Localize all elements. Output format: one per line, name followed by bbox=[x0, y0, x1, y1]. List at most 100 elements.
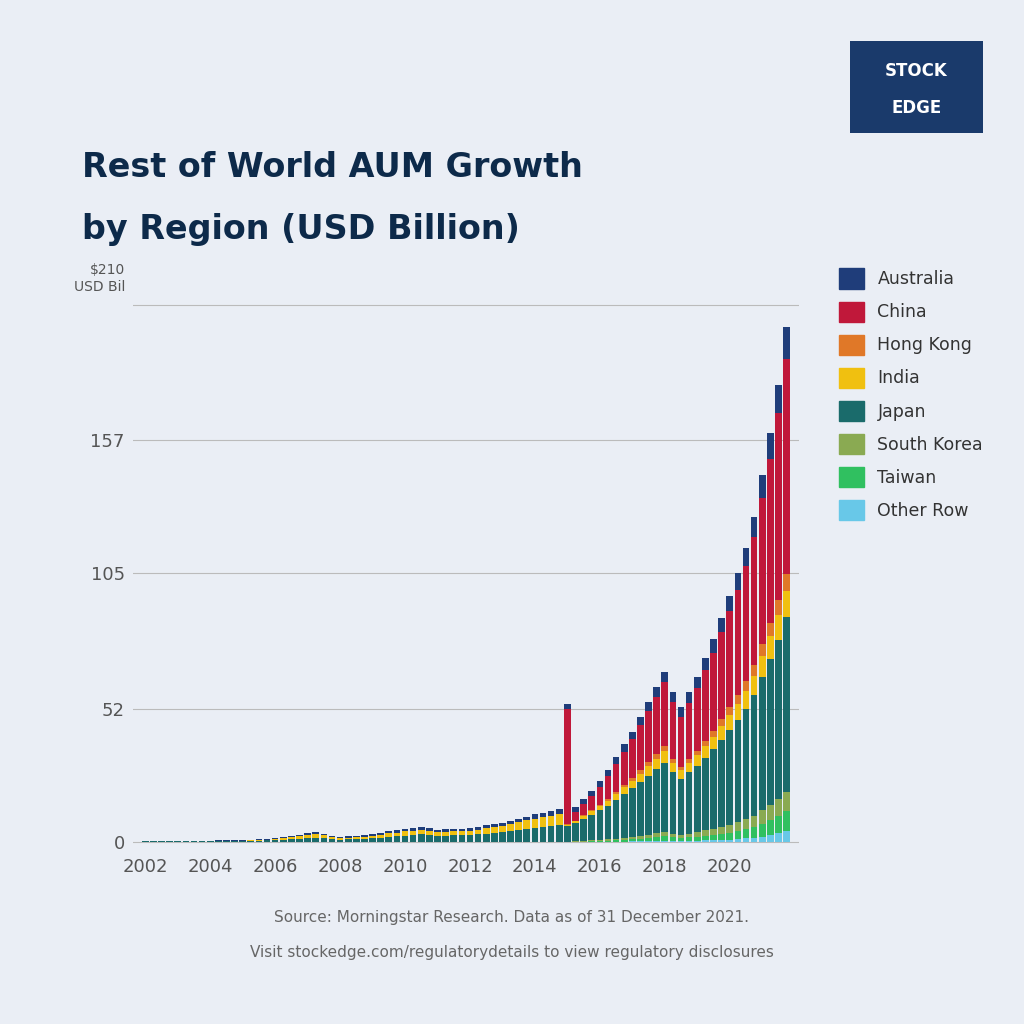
Bar bbox=[629, 788, 636, 837]
Bar bbox=[321, 834, 328, 836]
Bar bbox=[751, 517, 758, 538]
Bar bbox=[711, 750, 717, 828]
Bar bbox=[726, 596, 733, 611]
Bar bbox=[759, 499, 766, 644]
Bar bbox=[540, 813, 547, 817]
Bar bbox=[296, 839, 303, 842]
Bar bbox=[296, 836, 303, 839]
Bar bbox=[678, 770, 684, 778]
Bar bbox=[783, 792, 790, 811]
Bar bbox=[645, 835, 652, 838]
Bar bbox=[345, 837, 351, 838]
Bar bbox=[775, 816, 781, 834]
Bar bbox=[751, 666, 758, 676]
Bar bbox=[581, 816, 587, 819]
Bar bbox=[662, 763, 668, 831]
Bar bbox=[459, 828, 465, 831]
Bar bbox=[304, 838, 311, 842]
Bar bbox=[662, 672, 668, 682]
Bar bbox=[321, 839, 328, 842]
Bar bbox=[304, 834, 311, 835]
Bar bbox=[385, 837, 392, 842]
Bar bbox=[531, 818, 539, 828]
Bar bbox=[507, 824, 514, 831]
Bar bbox=[711, 828, 717, 835]
Bar bbox=[653, 759, 660, 769]
Bar bbox=[718, 840, 725, 842]
Bar bbox=[597, 781, 603, 786]
Bar bbox=[442, 831, 449, 836]
Bar bbox=[726, 825, 733, 833]
Bar bbox=[694, 677, 700, 688]
Bar bbox=[353, 836, 359, 838]
Bar bbox=[370, 834, 376, 836]
Bar bbox=[742, 548, 750, 566]
Bar bbox=[337, 838, 343, 840]
Bar bbox=[401, 831, 409, 836]
Bar bbox=[604, 770, 611, 776]
Bar bbox=[767, 836, 774, 842]
Bar bbox=[612, 840, 620, 842]
Bar bbox=[451, 829, 457, 831]
Bar bbox=[686, 759, 692, 763]
Bar bbox=[767, 623, 774, 636]
Bar bbox=[783, 591, 790, 617]
Bar bbox=[597, 840, 603, 841]
Bar bbox=[199, 841, 206, 842]
Bar bbox=[531, 828, 539, 842]
Bar bbox=[442, 836, 449, 842]
Bar bbox=[231, 841, 238, 842]
Bar bbox=[612, 758, 620, 764]
Bar bbox=[426, 836, 433, 842]
Bar bbox=[751, 815, 758, 827]
Bar bbox=[678, 838, 684, 841]
Bar bbox=[604, 840, 611, 841]
Bar bbox=[662, 837, 668, 841]
Bar bbox=[783, 359, 790, 574]
Bar bbox=[207, 841, 214, 842]
Bar bbox=[280, 837, 287, 838]
Bar bbox=[662, 746, 668, 752]
Bar bbox=[734, 720, 741, 822]
Bar bbox=[393, 833, 400, 837]
Bar bbox=[483, 825, 489, 828]
Bar bbox=[751, 827, 758, 838]
Bar bbox=[726, 833, 733, 840]
Bar bbox=[653, 696, 660, 755]
Bar bbox=[475, 826, 481, 829]
Bar bbox=[361, 837, 368, 839]
Bar bbox=[711, 835, 717, 840]
Bar bbox=[759, 811, 766, 823]
Bar bbox=[490, 827, 498, 833]
Bar bbox=[759, 837, 766, 842]
Text: $210
USD Bil: $210 USD Bil bbox=[74, 263, 125, 295]
Bar bbox=[775, 600, 781, 615]
Bar bbox=[604, 799, 611, 801]
Bar bbox=[564, 705, 570, 709]
Bar bbox=[637, 839, 644, 842]
Bar bbox=[718, 617, 725, 632]
Bar bbox=[475, 829, 481, 835]
Bar bbox=[742, 691, 750, 709]
Bar bbox=[767, 637, 774, 659]
Bar bbox=[711, 737, 717, 750]
Bar bbox=[670, 772, 676, 834]
Bar bbox=[467, 828, 473, 830]
Bar bbox=[434, 833, 441, 836]
Bar bbox=[589, 815, 595, 841]
Bar bbox=[548, 826, 554, 842]
Bar bbox=[410, 828, 417, 830]
Bar bbox=[686, 834, 692, 838]
Bar bbox=[645, 776, 652, 835]
Bar bbox=[711, 731, 717, 737]
Bar bbox=[678, 707, 684, 717]
Bar bbox=[751, 695, 758, 815]
Bar bbox=[385, 831, 392, 834]
Bar bbox=[637, 717, 644, 725]
Bar bbox=[499, 822, 506, 825]
Bar bbox=[589, 810, 595, 811]
Bar bbox=[540, 817, 547, 827]
Bar bbox=[751, 538, 758, 666]
Bar bbox=[329, 836, 335, 837]
Bar bbox=[329, 839, 335, 842]
